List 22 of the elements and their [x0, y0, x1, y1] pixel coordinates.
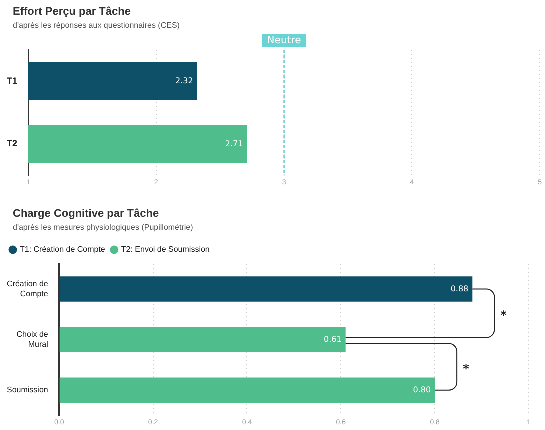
- chart-title: Effort Perçu par Tâche: [13, 6, 131, 18]
- legend-label: T1: Création de Compte: [20, 245, 106, 254]
- y-tick-label: T1: [6, 76, 18, 86]
- chart-title: Charge Cognitive par Tâche: [13, 208, 160, 220]
- bar: [60, 327, 346, 352]
- text: 0.88: [450, 284, 469, 294]
- annotation: *: [463, 362, 470, 376]
- text: 0.80: [413, 385, 432, 394]
- y-tick-label: Choix de Mural: [16, 330, 49, 349]
- chart-subtitle: d'après les réponses aux questionnaires (CES): [13, 21, 180, 30]
- y-tick-label: Soumission: [7, 386, 48, 395]
- annotation: *: [500, 308, 508, 323]
- data-label: 2.71: [225, 139, 244, 148]
- y-tick-label: T2: [6, 138, 18, 149]
- text: 0.61: [324, 334, 342, 344]
- ref-line-label: Neutre: [267, 36, 302, 47]
- y-tick-label: Création de Compte: [7, 280, 49, 298]
- legend-label: T2: Envoi de Soumission: [121, 245, 210, 254]
- bar: [60, 276, 473, 302]
- data-label: 2.32: [176, 76, 194, 86]
- chart-subtitle: d'après les mesures physiologiques (Pupillométrie): [13, 223, 194, 232]
- bar: [60, 378, 436, 403]
